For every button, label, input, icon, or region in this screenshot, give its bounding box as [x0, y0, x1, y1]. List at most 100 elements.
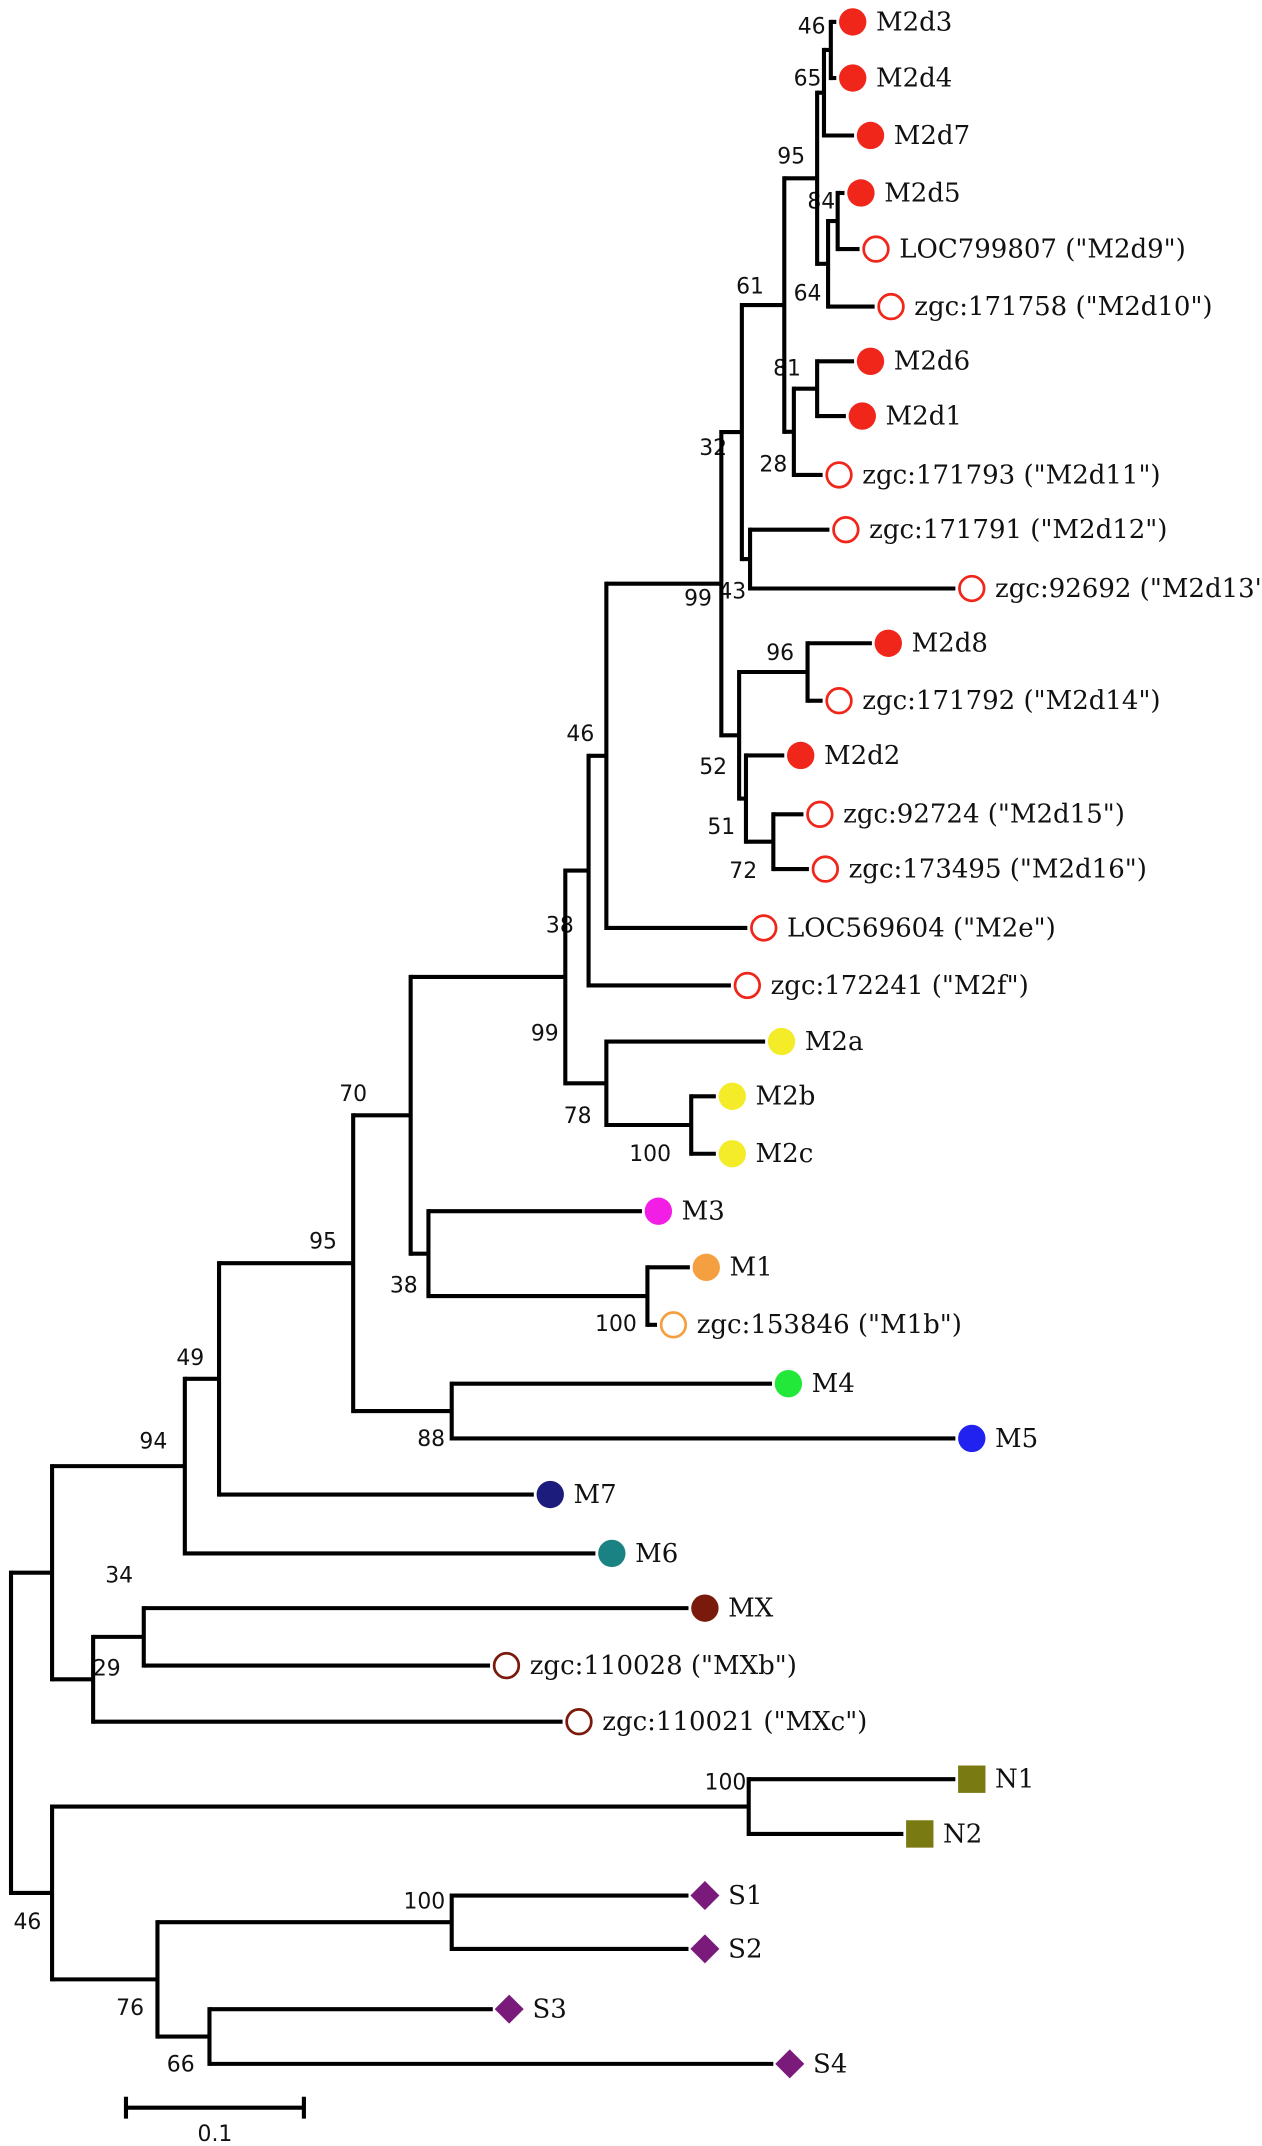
bootstrap-value: 72: [729, 859, 757, 884]
scale-bar-label: 0.1: [198, 2122, 233, 2146]
bootstrap-value: 84: [807, 190, 835, 215]
leaf-label: LOC569604 ("M2e"): [787, 913, 1056, 943]
bootstrap-value: 94: [139, 1430, 167, 1455]
leaf-marker: [750, 914, 778, 942]
leaf-label: MX: [728, 1594, 774, 1624]
leaf-marker: [690, 1881, 720, 1911]
leaf-label: zgc:171758 ("M2d10"): [914, 292, 1212, 322]
leaf-marker: [832, 515, 860, 544]
bootstrap-value: 38: [546, 914, 574, 939]
bootstrap-value: 88: [417, 1427, 445, 1452]
leaf-label: zgc:173495 ("M2d16"): [849, 854, 1147, 884]
leaf-marker: [659, 1311, 688, 1339]
leaf-label: M6: [635, 1539, 678, 1569]
bootstrap-value: 81: [773, 357, 801, 382]
leaf-marker: [906, 1820, 934, 1848]
leaf-marker: [775, 2049, 805, 2079]
leaf-label: M2d2: [824, 741, 900, 771]
leaf-label: zgc:171792 ("M2d14"): [862, 686, 1160, 716]
bootstrap-value: 61: [736, 274, 764, 299]
leaf-marker: [718, 1140, 746, 1168]
bootstrap-value: 76: [116, 1996, 144, 2021]
leaf-label: LOC799807 ("M2d9"): [899, 234, 1186, 264]
leaf-marker: [862, 235, 890, 263]
leaf-label: N2: [943, 1819, 982, 1849]
leaf-label: zgc:171793 ("M2d11"): [862, 460, 1160, 490]
leaf-label: M2d5: [884, 178, 960, 208]
bootstrap-value: 99: [531, 1022, 559, 1047]
bootstrap-value: 100: [705, 1770, 747, 1795]
bootstrap-value: 100: [403, 1889, 445, 1914]
bootstrap-value: 38: [390, 1274, 418, 1299]
bootstrap-value: 65: [794, 66, 822, 91]
leaf-marker: [644, 1197, 673, 1225]
leaf-label: S3: [532, 1995, 566, 2025]
leaf-marker: [718, 1082, 746, 1110]
bootstrap-value: 70: [339, 1082, 367, 1107]
leaf-label: zgc:171791 ("M2d12"): [869, 515, 1167, 545]
leaf-label: zgc:172241 ("M2f"): [771, 971, 1029, 1001]
leaf-label: S4: [813, 2049, 847, 2079]
bootstrap-value: 46: [14, 1910, 42, 1935]
leaf-marker: [958, 574, 986, 603]
bootstrap-value: 46: [798, 14, 826, 39]
leaf-marker: [692, 1253, 720, 1282]
leaf-marker: [877, 292, 905, 321]
leaf-marker: [536, 1480, 564, 1509]
bootstrap-value: 52: [699, 755, 727, 780]
leaf-label: M3: [682, 1197, 725, 1227]
leaf-marker: [492, 1651, 521, 1680]
bootstrap-value: 96: [766, 641, 794, 666]
leaf-marker: [839, 64, 867, 92]
leaf-marker: [691, 1594, 719, 1622]
leaf-marker: [958, 1424, 986, 1453]
leaf-marker: [825, 461, 853, 489]
bootstrap-value: 95: [777, 144, 805, 169]
leaf-label: zgc:110028 ("MXb"): [530, 1651, 797, 1681]
leaf-label: M2a: [805, 1027, 864, 1057]
leaf-label: M2c: [756, 1139, 814, 1169]
leaf-label: zgc:92724 ("M2d15"): [843, 800, 1125, 830]
bootstrap-value: 29: [93, 1657, 121, 1682]
bootstrap-value: 66: [167, 2052, 195, 2077]
leaf-marker: [847, 179, 875, 207]
leaf-label: M2d4: [876, 63, 952, 93]
leaf-label: M2d6: [894, 347, 970, 377]
leaf-label: M2b: [756, 1082, 816, 1112]
bootstrap-value: 34: [105, 1564, 133, 1589]
bootstrap-value: 64: [794, 281, 822, 306]
leaf-label: M2d8: [912, 629, 988, 659]
leaf-marker: [848, 402, 876, 430]
leaf-marker: [494, 1994, 524, 2024]
leaf-marker: [733, 971, 762, 1000]
bootstrap-value: 95: [309, 1230, 337, 1255]
leaf-marker: [856, 347, 885, 376]
leaf-marker: [825, 687, 853, 715]
bootstrap-value: 78: [564, 1104, 592, 1129]
leaf-label: M5: [995, 1424, 1038, 1454]
leaf-marker: [565, 1708, 593, 1736]
leaf-label: S1: [728, 1881, 762, 1911]
leaf-marker: [806, 800, 834, 829]
bootstrap-value: 49: [176, 1346, 204, 1371]
leaf-label: M2d7: [894, 121, 970, 151]
bootstrap-value: 100: [595, 1312, 637, 1337]
leaf-label: zgc:110021 ("MXc"): [602, 1707, 867, 1737]
bootstrap-value: 51: [707, 815, 735, 840]
leaf-marker: [874, 629, 902, 657]
leaf-label: M2d1: [886, 401, 962, 431]
leaf-label: M2d3: [876, 7, 952, 37]
bootstrap-value: 99: [684, 586, 712, 611]
leaf-label: zgc:92692 ("M2d13"): [995, 574, 1262, 604]
leaf-marker: [787, 741, 815, 770]
leaf-marker: [856, 121, 885, 150]
bootstrap-value: 46: [566, 722, 594, 747]
leaf-marker: [598, 1539, 626, 1568]
bootstrap-value: 100: [629, 1142, 671, 1167]
leaf-label: N1: [995, 1765, 1034, 1795]
leaf-label: zgc:153846 ("M1b"): [697, 1310, 962, 1340]
leaf-marker: [774, 1369, 803, 1398]
leaf-marker: [839, 8, 867, 36]
leaf-label: S2: [728, 1934, 762, 1964]
